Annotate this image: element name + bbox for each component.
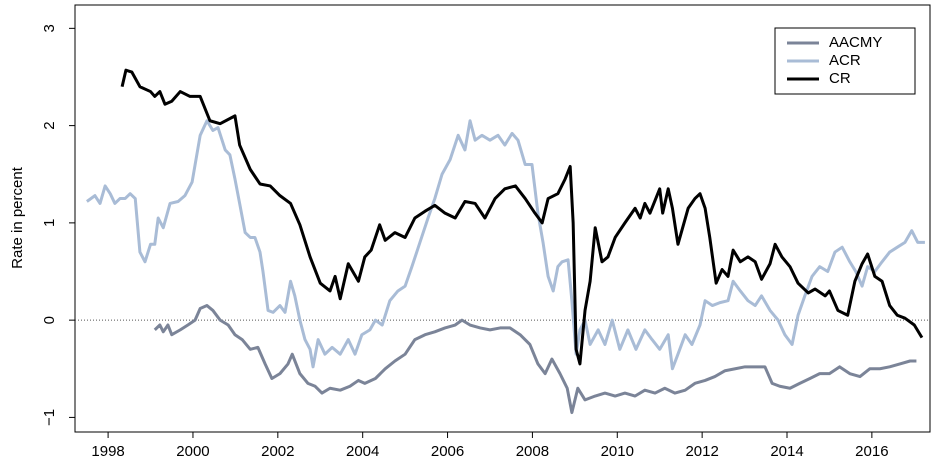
- x-tick-label: 2010: [601, 443, 634, 460]
- x-tick-label: 2016: [855, 443, 888, 460]
- y-tick-label: 0: [41, 316, 58, 324]
- x-tick-label: 1998: [91, 443, 124, 460]
- series-line: [85, 119, 925, 371]
- legend-label: AACMY: [829, 34, 882, 51]
- y-tick-label: −1: [41, 409, 58, 426]
- series-line: [153, 304, 917, 415]
- series-line: [120, 68, 924, 366]
- y-tick-label: 2: [41, 121, 58, 129]
- y-axis-label: Rate in percent: [9, 166, 26, 269]
- x-tick-label: 2008: [516, 443, 549, 460]
- x-tick-label: 2012: [685, 443, 718, 460]
- legend-label: ACR: [829, 52, 861, 69]
- x-tick-label: 2014: [770, 443, 803, 460]
- x-tick-label: 2000: [176, 443, 209, 460]
- x-tick-label: 2004: [346, 443, 379, 460]
- legend-label: CR: [829, 70, 851, 87]
- x-tick-label: 2002: [261, 443, 294, 460]
- x-tick-label: 2006: [431, 443, 464, 460]
- y-tick-label: 1: [41, 219, 58, 227]
- y-tick-label: 3: [41, 24, 58, 32]
